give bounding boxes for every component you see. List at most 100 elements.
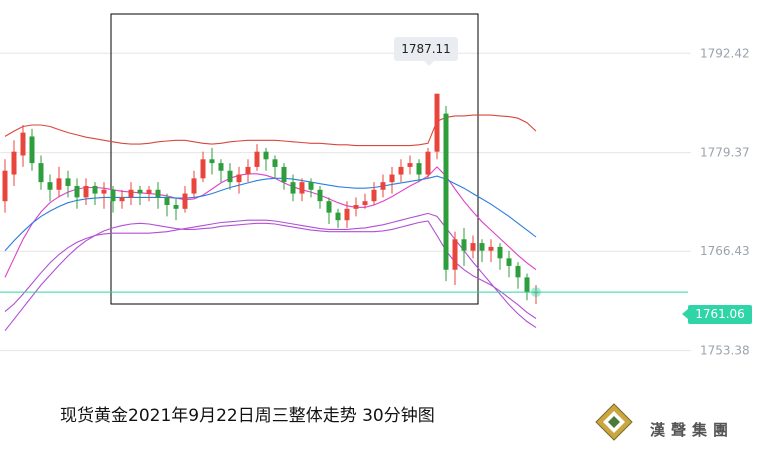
candle-body [218, 163, 224, 171]
candle [47, 174, 53, 202]
candle [452, 231, 458, 285]
candle-body [11, 151, 17, 175]
candle [335, 208, 341, 228]
candle-body [317, 189, 323, 202]
candle [119, 189, 125, 209]
y-tick-label: 1766.43 [700, 244, 750, 258]
candle [371, 182, 377, 205]
candle-body [362, 201, 368, 205]
candle-body [83, 185, 89, 198]
candle-body [227, 170, 233, 183]
candle [56, 166, 62, 198]
candle [20, 125, 26, 167]
y-tick-label: 1753.38 [700, 344, 750, 358]
candle [515, 262, 521, 289]
candle-body [200, 159, 206, 179]
candle [380, 174, 386, 198]
candle [2, 159, 8, 213]
candle [83, 178, 89, 205]
candle-body [191, 178, 197, 194]
candle [524, 273, 530, 301]
candle-body [434, 93, 440, 152]
candle [92, 182, 98, 205]
candle [272, 155, 278, 179]
candle-body [371, 189, 377, 202]
candle [416, 159, 422, 183]
candle-body [236, 174, 242, 183]
candles [2, 93, 539, 305]
candle [488, 239, 494, 263]
bb-lower-line [4, 220, 537, 332]
candle [362, 193, 368, 209]
candle-body [443, 113, 449, 270]
candle-body [92, 185, 98, 194]
candle-body [272, 159, 278, 167]
candle-body [488, 246, 494, 251]
candle-body [173, 205, 179, 209]
candle [29, 128, 35, 171]
candle-body [164, 197, 170, 205]
y-tick-label: 1792.42 [700, 46, 750, 60]
candle-body [344, 208, 350, 221]
lower-band-line [4, 212, 537, 329]
candle [164, 193, 170, 217]
candle [155, 182, 161, 209]
candle [173, 197, 179, 221]
candle-body [101, 189, 107, 194]
y-axis: 1792.42 1779.37 1766.43 1753.38 [700, 46, 750, 357]
candle [137, 185, 143, 205]
candle [326, 197, 332, 225]
candle [191, 170, 197, 198]
candle-body [254, 151, 260, 167]
company-logo-text: 漢聲集團 [650, 421, 735, 439]
candle-body [281, 166, 287, 183]
candle-body [29, 136, 35, 164]
candle-body [182, 193, 188, 209]
candle-body [389, 174, 395, 183]
candle [11, 140, 17, 186]
candle-body [470, 243, 476, 251]
candle-body [65, 178, 71, 186]
grid-lines [0, 52, 691, 352]
candle-body [380, 182, 386, 190]
candle-body [515, 265, 521, 278]
candle [461, 227, 467, 266]
candle [479, 239, 485, 263]
candle [218, 159, 224, 183]
candle [353, 197, 359, 217]
candle [470, 235, 476, 259]
candle [236, 166, 242, 194]
candle-body [290, 182, 296, 194]
candle-body [20, 132, 26, 156]
candle [101, 182, 107, 209]
candle-body [506, 258, 512, 266]
selection-box[interactable] [110, 13, 479, 305]
candle-body [398, 166, 404, 175]
candle [407, 155, 413, 175]
candle-body [407, 163, 413, 167]
candle [497, 243, 503, 270]
candle-body [2, 170, 8, 202]
indicator-lines [4, 114, 537, 332]
candle-body [425, 151, 431, 175]
candle [398, 159, 404, 183]
candle [281, 163, 287, 190]
candle-body [299, 182, 305, 194]
candle [209, 147, 215, 175]
candle [443, 105, 449, 282]
candle-body [245, 166, 251, 175]
candle [434, 93, 440, 160]
candle-body [335, 212, 341, 221]
candle-body [461, 239, 467, 251]
candle [110, 185, 116, 213]
candle [65, 170, 71, 198]
candle [182, 185, 188, 213]
candle-body [497, 246, 503, 259]
high-price-label: 1787.11 [394, 37, 458, 66]
candle [425, 147, 431, 179]
candle [146, 185, 152, 202]
candle [344, 201, 350, 228]
candle [263, 147, 269, 171]
candle [317, 185, 323, 209]
